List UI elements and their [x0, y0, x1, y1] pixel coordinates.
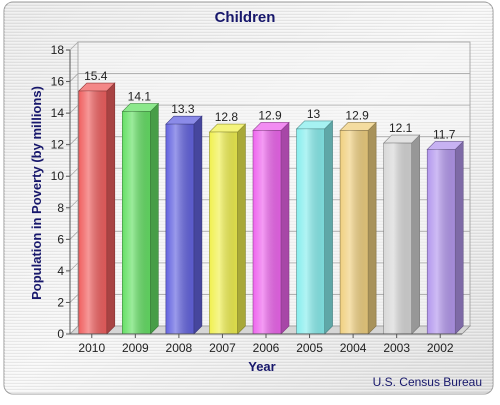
x-tick-label: 2009 [122, 341, 149, 355]
bar-side [324, 120, 333, 335]
y-tick-label: 14 [51, 106, 65, 120]
y-tick-label: 0 [57, 327, 64, 341]
y-tick-label: 4 [57, 264, 64, 278]
grid-line-depth [69, 73, 79, 82]
x-tick-label: 2006 [253, 341, 280, 355]
x-tick-label: 2008 [166, 341, 193, 355]
source-note: U.S. Census Bureau [373, 375, 482, 389]
grid-line-depth [69, 231, 79, 240]
bar-side [150, 102, 159, 335]
bar-gloss [253, 130, 281, 334]
bar-2010 [78, 82, 116, 335]
grid-line-depth [69, 262, 79, 272]
y-tick-label: 6 [57, 232, 64, 246]
bar-gloss [296, 128, 325, 334]
y-tick-labels: 0 2 4 6 8 10 12 14 16 18 [51, 43, 65, 341]
bar-2002 [426, 140, 464, 335]
x-tick-labels: 2010 2009 2008 2007 2006 2005 2004 2003 2002 [78, 334, 454, 355]
bar-2003 [382, 134, 421, 335]
value-label: 14.1 [128, 90, 152, 104]
chart-title: Children [215, 9, 276, 26]
y-tick-label: 10 [51, 169, 65, 183]
y-tick-label: 2 [57, 295, 64, 309]
bar-side [237, 123, 246, 335]
x-axis-title: Year [248, 359, 275, 374]
bar-gloss [122, 111, 151, 335]
bar-gloss [209, 132, 238, 334]
bar-2005 [295, 120, 334, 335]
value-label: 12.9 [258, 108, 282, 122]
bar-side [106, 82, 116, 335]
grid-line-depth [69, 104, 79, 114]
grid-line-depth [69, 167, 79, 177]
x-tick-label: 2007 [209, 341, 236, 355]
value-label: 15.4 [84, 69, 108, 83]
grid-line-depth [69, 136, 79, 145]
bar-group [78, 82, 464, 335]
x-tick-label: 2010 [78, 341, 105, 355]
bar-2006 [252, 121, 290, 335]
value-label: 12.8 [215, 110, 239, 124]
bar-side [193, 115, 203, 335]
y-tick-label: 8 [57, 201, 64, 215]
x-tick-label: 2005 [296, 341, 323, 355]
bar-2008 [165, 115, 203, 335]
value-label: 13.3 [171, 102, 195, 116]
bar-2009 [121, 102, 160, 335]
bar-gloss [340, 130, 369, 334]
bar-gloss [427, 149, 456, 334]
y-tick-label: 12 [51, 138, 65, 152]
bar-side [367, 121, 377, 335]
y-tick-label: 16 [51, 75, 65, 89]
value-label: 13 [307, 107, 321, 121]
x-tick-label: 2002 [427, 341, 454, 355]
grid-line-depth [69, 199, 79, 209]
bar-2007 [208, 123, 247, 335]
bar-gloss [78, 91, 107, 335]
bar-2004 [339, 121, 377, 335]
value-label: 11.7 [433, 127, 456, 141]
x-tick-label: 2003 [383, 341, 410, 355]
grid-line-depth [69, 294, 79, 303]
x-tick-label: 2004 [340, 341, 367, 355]
value-labels: 15.4 14.1 13.3 12.8 12.9 13 12.9 12.1 11.7 [84, 69, 456, 141]
value-label: 12.1 [389, 121, 413, 135]
grid-line-depth [69, 325, 79, 335]
y-axis-title: Population in Poverty (by millions) [29, 86, 44, 300]
bar-side [411, 134, 420, 335]
bar-side [280, 121, 290, 335]
value-label: 12.9 [345, 108, 369, 122]
bar-side [454, 140, 464, 335]
grid-line-depth [69, 41, 79, 51]
bar-gloss [383, 143, 412, 334]
y-tick-label: 18 [51, 43, 65, 57]
bar-gloss [165, 124, 194, 335]
